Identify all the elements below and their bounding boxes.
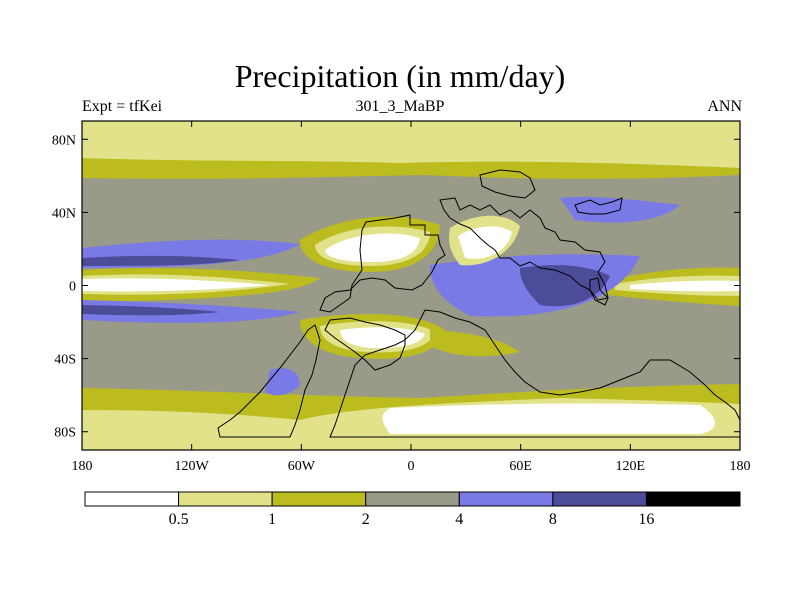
lat-tick-label: 40N xyxy=(52,206,76,221)
colorbar-swatch xyxy=(365,491,460,507)
precipitation-field xyxy=(82,121,740,450)
colorbar-swatch xyxy=(458,491,554,507)
latitude-axis: 80N 40N 0 40S 80S xyxy=(52,133,740,441)
lon-tick-label: 60W xyxy=(288,459,316,474)
longitude-axis: 180 120W 60W 0 60E 120E 180 xyxy=(72,121,751,474)
lon-tick-label: 180 xyxy=(730,459,751,474)
experiment-label: Expt = tfKei xyxy=(82,98,163,115)
coastlines xyxy=(217,169,740,438)
colorbar-level-label: 2 xyxy=(362,511,370,528)
season-label: ANN xyxy=(707,98,742,115)
lon-tick-label: 60E xyxy=(509,459,532,474)
lat-tick-label: 80S xyxy=(54,426,76,441)
colorbar-swatch xyxy=(552,491,647,507)
colorbar-level-label: 0.5 xyxy=(169,511,189,528)
colorbar-level-label: 1 xyxy=(268,511,276,528)
colorbar-swatch xyxy=(645,491,741,507)
colorbar-level-label: 8 xyxy=(549,511,557,528)
lat-tick-label: 40S xyxy=(54,353,76,368)
colorbar-level-label: 4 xyxy=(455,511,463,528)
run-label: 301_3_MaBP xyxy=(355,98,445,115)
lon-tick-label: 0 xyxy=(408,459,415,474)
colorbar-swatch xyxy=(84,491,180,507)
lon-tick-label: 120E xyxy=(616,459,646,474)
colorbar-level-label: 16 xyxy=(638,511,654,528)
colorbar-swatch xyxy=(271,491,367,507)
lon-tick-label: 120W xyxy=(175,459,210,474)
lat-tick-label: 0 xyxy=(69,280,76,295)
colorbar: 0.5 1 2 4 8 16 xyxy=(84,491,741,528)
chart-title: Precipitation (in mm/day) xyxy=(234,58,566,94)
lon-tick-label: 180 xyxy=(72,459,93,474)
lat-tick-label: 80N xyxy=(52,133,76,148)
colorbar-swatch xyxy=(178,491,273,507)
